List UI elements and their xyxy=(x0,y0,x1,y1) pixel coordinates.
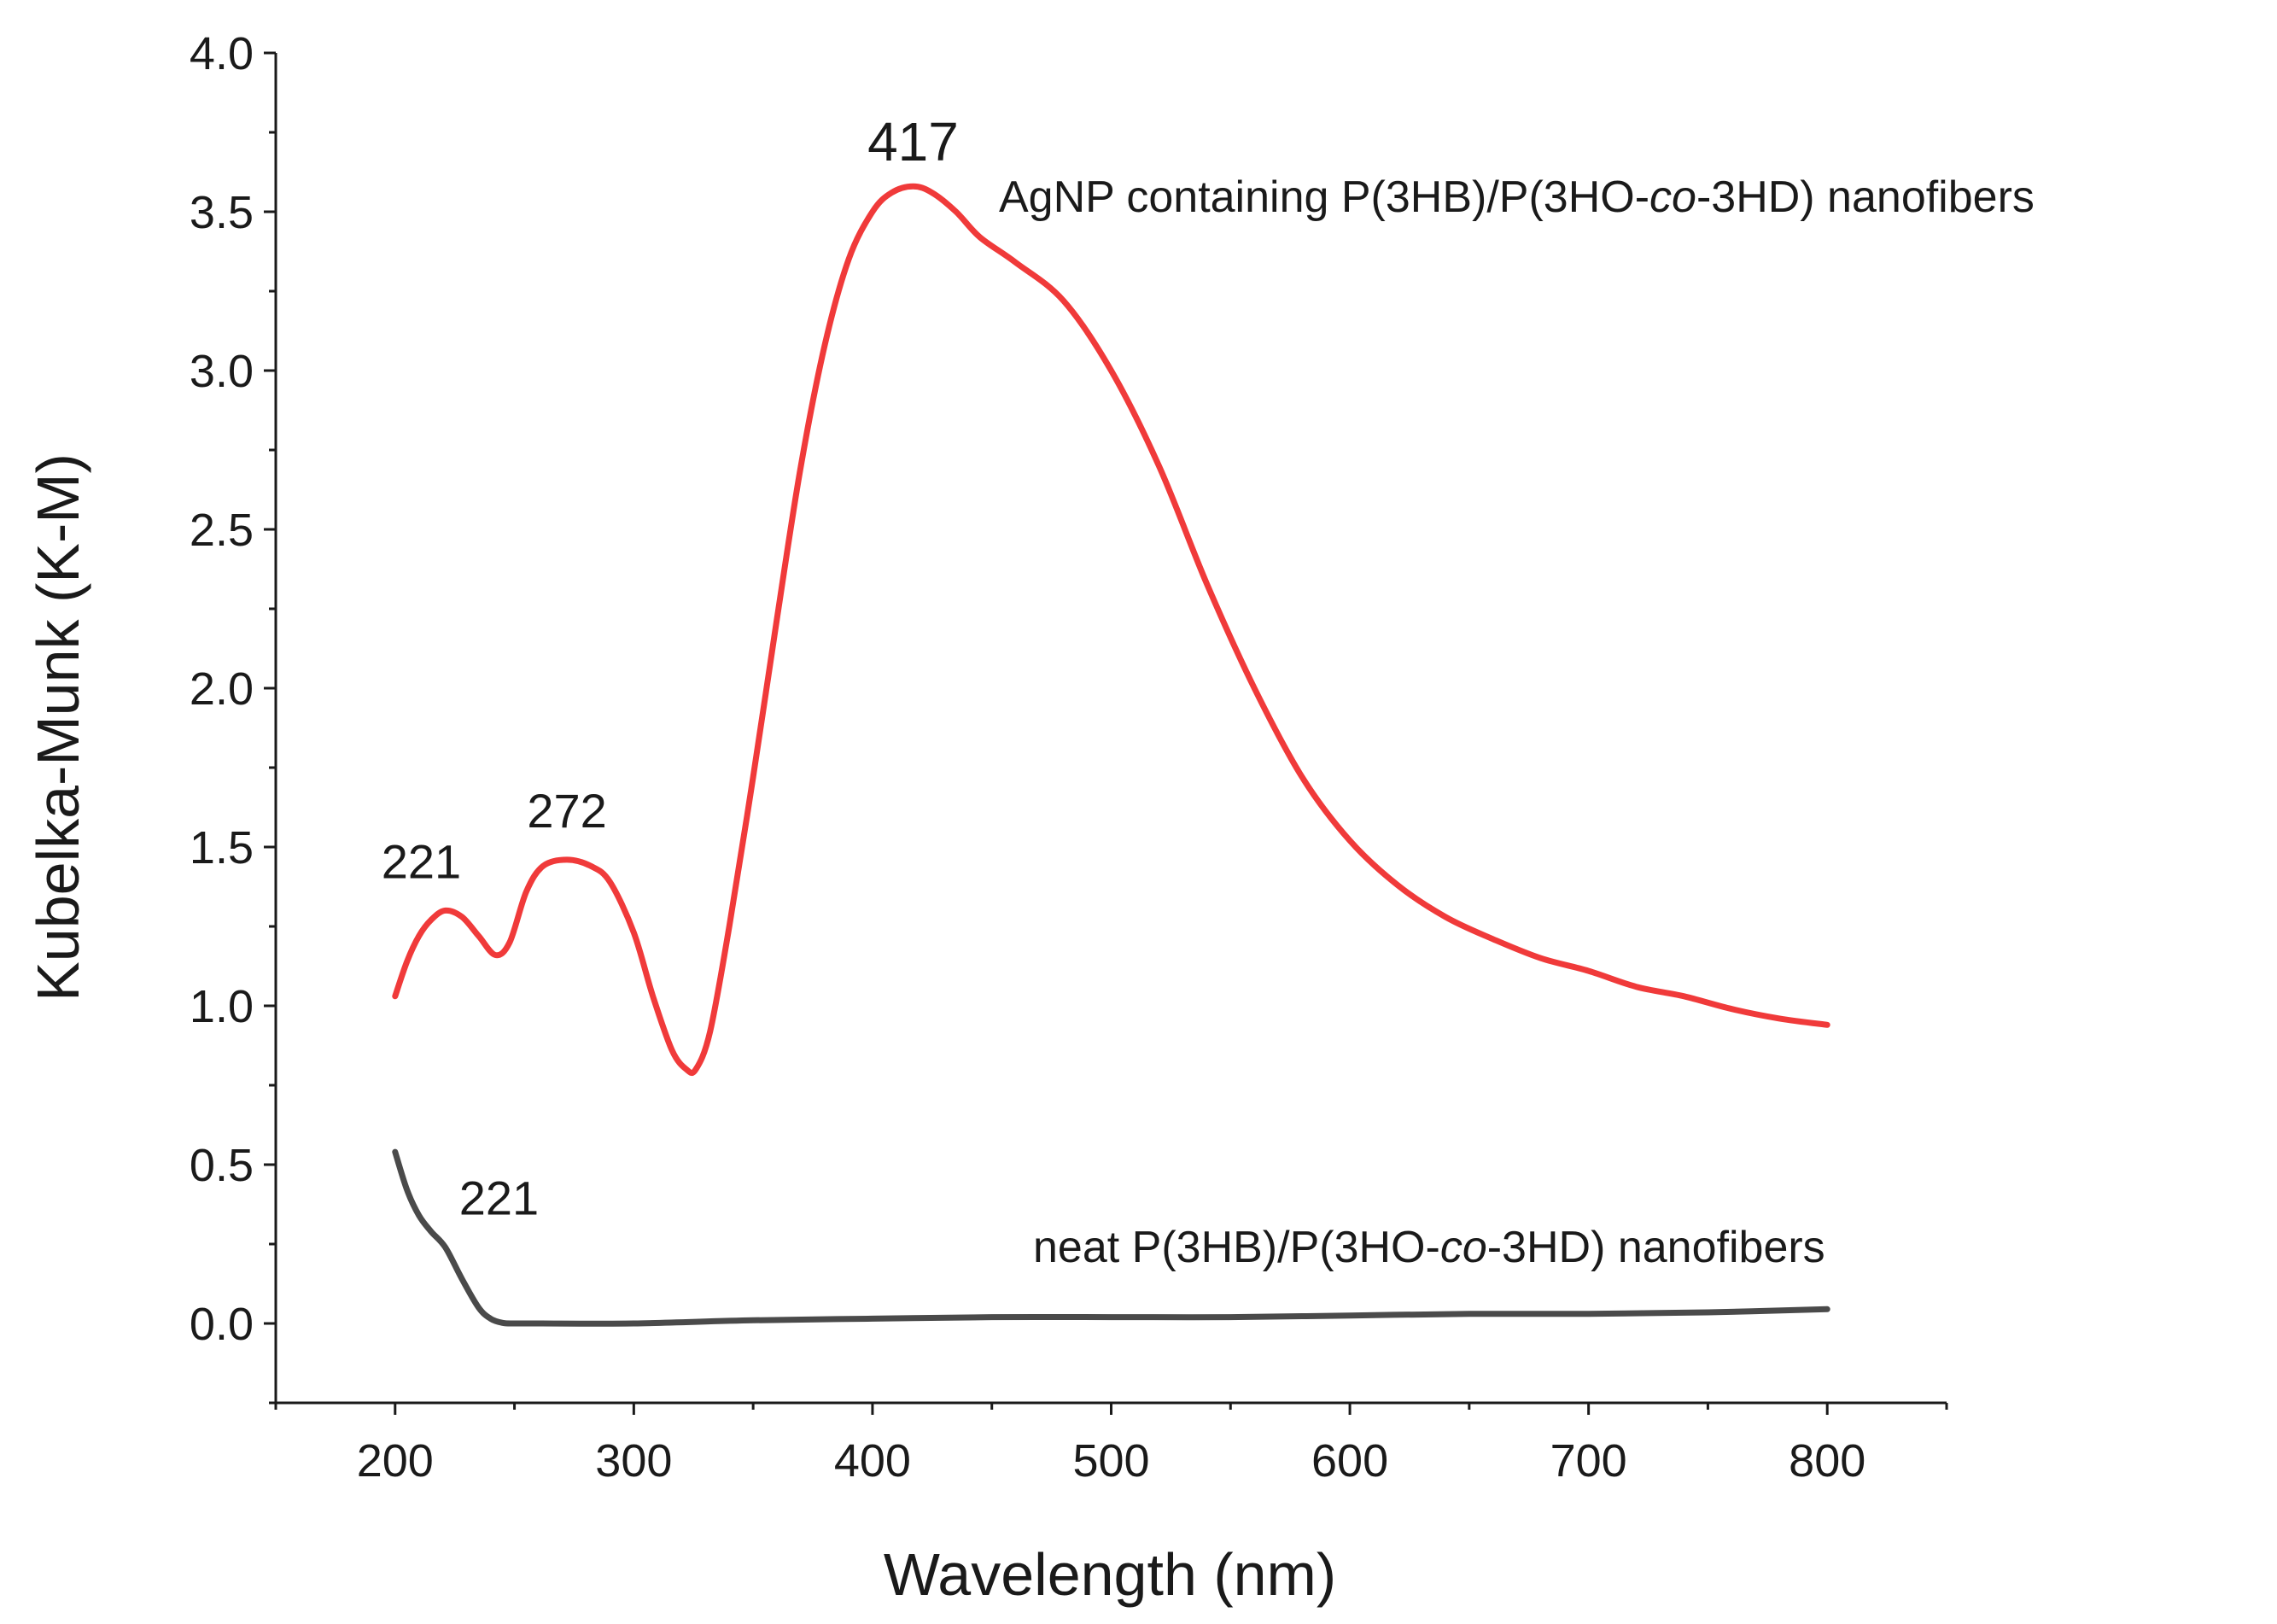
y-tick-label: 4.0 xyxy=(190,28,254,79)
annotations: 417 272 221 221 xyxy=(382,111,959,1224)
x-tick-label: 200 xyxy=(357,1435,434,1487)
plot-area: 0.0 0.5 1.0 1.5 2.0 2.5 3.0 3.5 4.0 200 300 400 500… xyxy=(190,28,1948,1487)
y-ticks: 0.0 0.5 1.0 1.5 2.0 2.5 3.0 3.5 4.0 xyxy=(190,28,276,1405)
series-label-neat-part3: -3HD) nanofibers xyxy=(1487,1223,1825,1272)
peak-annotation: 272 xyxy=(527,784,606,838)
series-line-neat xyxy=(392,1148,1830,1327)
series-label-agnp: AgNP containing P(3HB)/P(3HO-co-3HD) nan… xyxy=(999,172,2035,222)
series-label-neat-part1: neat P(3HB)/P(3HO- xyxy=(1033,1223,1440,1272)
series-line-agnp xyxy=(392,183,1830,1077)
y-tick-label: 1.5 xyxy=(190,822,254,873)
y-tick-label: 3.5 xyxy=(190,187,254,238)
y-tick-label: 0.0 xyxy=(190,1299,254,1350)
y-tick-label: 3.0 xyxy=(190,346,254,397)
peak-annotation: 221 xyxy=(459,1171,539,1225)
series-label-neat-italic: co xyxy=(1440,1223,1487,1272)
x-tick-label: 400 xyxy=(834,1435,911,1487)
x-ticks: 200 300 400 500 600 700 800 xyxy=(274,1403,1948,1487)
series-label-neat: neat P(3HB)/P(3HO-co-3HD) nanofibers xyxy=(1033,1223,1825,1272)
x-tick-label: 300 xyxy=(595,1435,672,1487)
series-label-agnp-part3: -3HD) nanofibers xyxy=(1696,172,2035,222)
x-axis-title: Wavelength (nm) xyxy=(884,1541,1336,1608)
y-tick-label: 1.0 xyxy=(190,981,254,1032)
x-tick-label: 500 xyxy=(1072,1435,1149,1487)
y-tick-label: 2.0 xyxy=(190,663,254,715)
series-label-agnp-part1: AgNP containing P(3HB)/P(3HO- xyxy=(999,172,1649,222)
x-tick-label: 600 xyxy=(1311,1435,1388,1487)
peak-annotation: 417 xyxy=(867,111,959,172)
peak-annotation: 221 xyxy=(382,834,461,888)
series-label-agnp-italic: co xyxy=(1649,172,1696,222)
series-lines xyxy=(392,183,1830,1327)
y-tick-label: 2.5 xyxy=(190,505,254,556)
x-tick-label: 700 xyxy=(1550,1435,1627,1487)
x-tick-label: 800 xyxy=(1789,1435,1865,1487)
y-axis-title: Kubelka-Munk (K-M) xyxy=(25,453,91,1002)
y-tick-label: 0.5 xyxy=(190,1140,254,1191)
